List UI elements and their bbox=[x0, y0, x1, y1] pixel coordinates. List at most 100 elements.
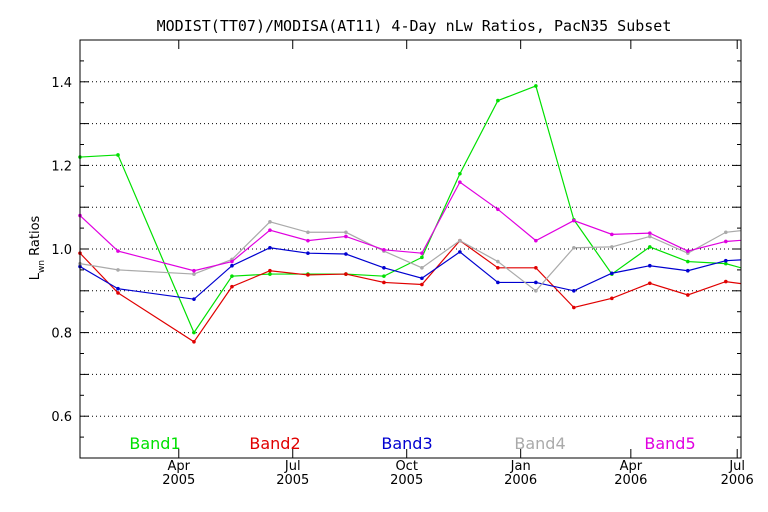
band1-point bbox=[268, 272, 272, 276]
band2-point bbox=[648, 281, 652, 286]
x-tick-label: 2005 bbox=[390, 473, 423, 488]
y-tick-label: 1.2 bbox=[51, 159, 72, 174]
band4-point bbox=[306, 230, 310, 235]
band1-point bbox=[724, 261, 728, 266]
x-tick-label: Apr bbox=[168, 459, 191, 474]
y-axis-label: Lwn Ratios bbox=[28, 215, 47, 280]
band2-point bbox=[420, 282, 424, 287]
band2-point bbox=[496, 266, 500, 270]
band4-point bbox=[192, 272, 196, 276]
band4-point bbox=[268, 220, 272, 224]
band1-point bbox=[648, 245, 652, 249]
legend-band4: Band4 bbox=[514, 434, 565, 453]
band4-point bbox=[420, 266, 424, 270]
band1-point bbox=[382, 274, 386, 278]
band1-point bbox=[230, 274, 234, 278]
x-tick-label: Jan bbox=[510, 459, 531, 474]
plot-frame bbox=[79, 39, 742, 459]
band5-point bbox=[496, 207, 500, 212]
y-tick-label: 1.4 bbox=[51, 76, 72, 91]
band5-point bbox=[572, 218, 576, 223]
x-tick-label: 2006 bbox=[504, 473, 537, 488]
band2-point bbox=[686, 293, 690, 297]
band5-point bbox=[458, 180, 462, 184]
band2-point bbox=[116, 291, 120, 295]
band3-point bbox=[268, 245, 272, 250]
band3-point bbox=[420, 276, 424, 281]
band1-point bbox=[192, 330, 196, 335]
band4-point bbox=[534, 289, 538, 293]
band3-point bbox=[382, 266, 386, 270]
band4-point bbox=[116, 268, 120, 272]
band3-point bbox=[534, 280, 538, 285]
x-tick-label: 2006 bbox=[721, 473, 754, 488]
band1-point bbox=[458, 171, 462, 176]
band2-point bbox=[534, 266, 538, 270]
band5-point bbox=[724, 239, 728, 244]
gridlines bbox=[80, 81, 741, 417]
band2-point bbox=[724, 279, 728, 284]
legend-band1: Band1 bbox=[129, 434, 180, 453]
band3-point bbox=[724, 258, 728, 263]
band1-point bbox=[420, 255, 424, 260]
band5-point bbox=[230, 259, 234, 264]
band2-point bbox=[306, 273, 310, 277]
x-tick-label: 2006 bbox=[614, 473, 647, 488]
band3-point bbox=[648, 263, 652, 268]
x-axis: Apr2005Jul2005Oct2005Jan2006Apr2006Jul20… bbox=[162, 40, 754, 488]
band5-point bbox=[344, 234, 348, 239]
band1-line bbox=[80, 85, 741, 334]
band4-point bbox=[648, 234, 652, 239]
band4-point bbox=[458, 238, 462, 243]
legend-band5: Band5 bbox=[644, 434, 695, 453]
band3-point bbox=[192, 297, 196, 301]
band5-point bbox=[306, 238, 310, 243]
x-tick-label: 2005 bbox=[276, 473, 309, 488]
band1-point bbox=[116, 153, 120, 157]
band1-point bbox=[496, 98, 500, 103]
x-tick-label: Jul bbox=[728, 459, 745, 474]
x-tick-label: Apr bbox=[620, 459, 643, 474]
band4-point bbox=[724, 230, 728, 235]
band5-point bbox=[116, 249, 120, 253]
band3-point bbox=[496, 280, 500, 285]
legend: Band1 Band2 Band3 Band4 Band5 bbox=[129, 434, 695, 453]
x-tick-label: 2005 bbox=[162, 473, 195, 488]
band5-point bbox=[192, 268, 196, 273]
band3-point bbox=[344, 252, 348, 256]
band5-point bbox=[420, 251, 424, 255]
band1-point bbox=[686, 259, 690, 264]
band2-point bbox=[344, 272, 348, 276]
band5-point bbox=[686, 249, 690, 253]
band2-point bbox=[610, 296, 614, 301]
legend-band2: Band2 bbox=[249, 434, 300, 453]
legend-band3: Band3 bbox=[381, 434, 432, 453]
band3-point bbox=[230, 263, 234, 268]
band1-point bbox=[534, 84, 538, 88]
band3-point bbox=[116, 286, 120, 291]
y-tick-label: 0.8 bbox=[51, 327, 72, 342]
band4-point bbox=[572, 245, 576, 250]
band5-point bbox=[268, 228, 272, 232]
band2-point bbox=[572, 305, 576, 310]
band3-point bbox=[572, 289, 576, 293]
band4-point bbox=[344, 230, 348, 235]
y-tick-label: 1.0 bbox=[51, 243, 72, 258]
band2-point bbox=[192, 339, 196, 344]
band5-point bbox=[610, 232, 614, 237]
band3-point bbox=[458, 250, 462, 254]
band3-point bbox=[610, 271, 614, 276]
y-tick-label: 0.6 bbox=[51, 410, 72, 425]
band2-point bbox=[268, 268, 272, 273]
band5-point bbox=[534, 238, 538, 243]
series-group bbox=[78, 84, 741, 344]
band3-point bbox=[306, 251, 310, 255]
band5-point bbox=[648, 231, 652, 235]
band5-line bbox=[80, 181, 741, 272]
band2-point bbox=[382, 280, 386, 285]
chart-title: MODIST(TT07)/MODISA(AT11) 4-Day nLw Rati… bbox=[157, 17, 672, 35]
x-tick-label: Oct bbox=[395, 459, 417, 474]
band5-point bbox=[382, 248, 386, 252]
band4-point bbox=[610, 245, 614, 249]
